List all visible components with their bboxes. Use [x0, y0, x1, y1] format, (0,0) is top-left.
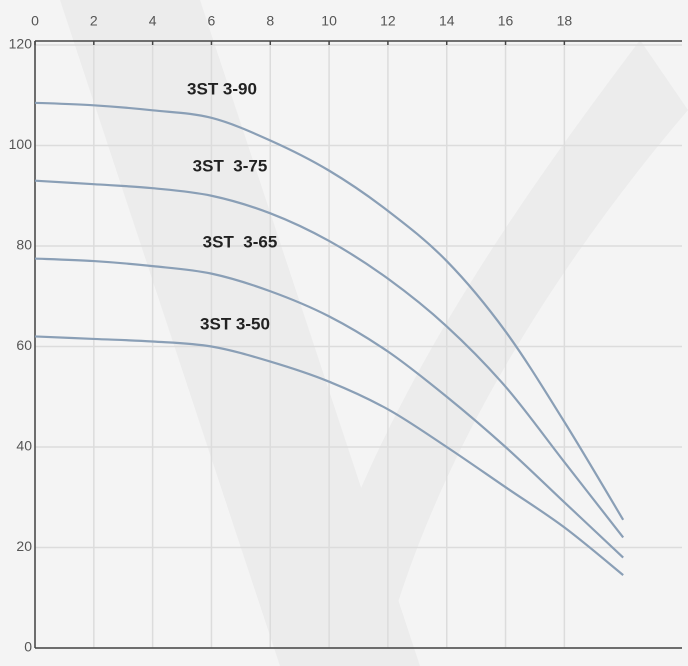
x-tick-label: 0 [31, 13, 39, 29]
x-tick-label: 16 [498, 13, 514, 29]
watermark [300, 40, 688, 666]
x-tick-label: 12 [380, 13, 396, 29]
y-tick-label: 120 [9, 36, 33, 52]
x-tick-label: 18 [557, 13, 573, 29]
series-line [34, 101, 625, 521]
series-label: 3ST 3-75 [193, 156, 268, 175]
x-tick-label: 14 [439, 13, 455, 29]
x-tick-label: 6 [208, 13, 216, 29]
x-tick-label: 10 [321, 13, 337, 29]
series-label: 3ST 3-50 [200, 314, 270, 333]
series-line [34, 179, 625, 539]
y-tick-label: 20 [16, 538, 32, 554]
watermark [60, 0, 420, 666]
series-line [34, 335, 624, 576]
series-line [34, 257, 624, 559]
y-tick-label: 0 [24, 639, 32, 655]
y-tick-label: 40 [16, 438, 32, 454]
plot: 0 20 40 60 80 100 120 0 2 4 6 8 10 12 14 16 18 3ST 3-90 3S… [9, 13, 682, 655]
series-label: 3ST 3-90 [187, 79, 257, 98]
series-label: 3ST 3-65 [203, 232, 278, 251]
y-tick-label: 100 [9, 136, 33, 152]
x-tick-label: 4 [149, 13, 157, 29]
x-tick-label: 8 [266, 13, 274, 29]
y-tick-label: 80 [16, 237, 32, 253]
x-tick-label: 2 [90, 13, 98, 29]
y-tick-label: 60 [16, 337, 32, 353]
